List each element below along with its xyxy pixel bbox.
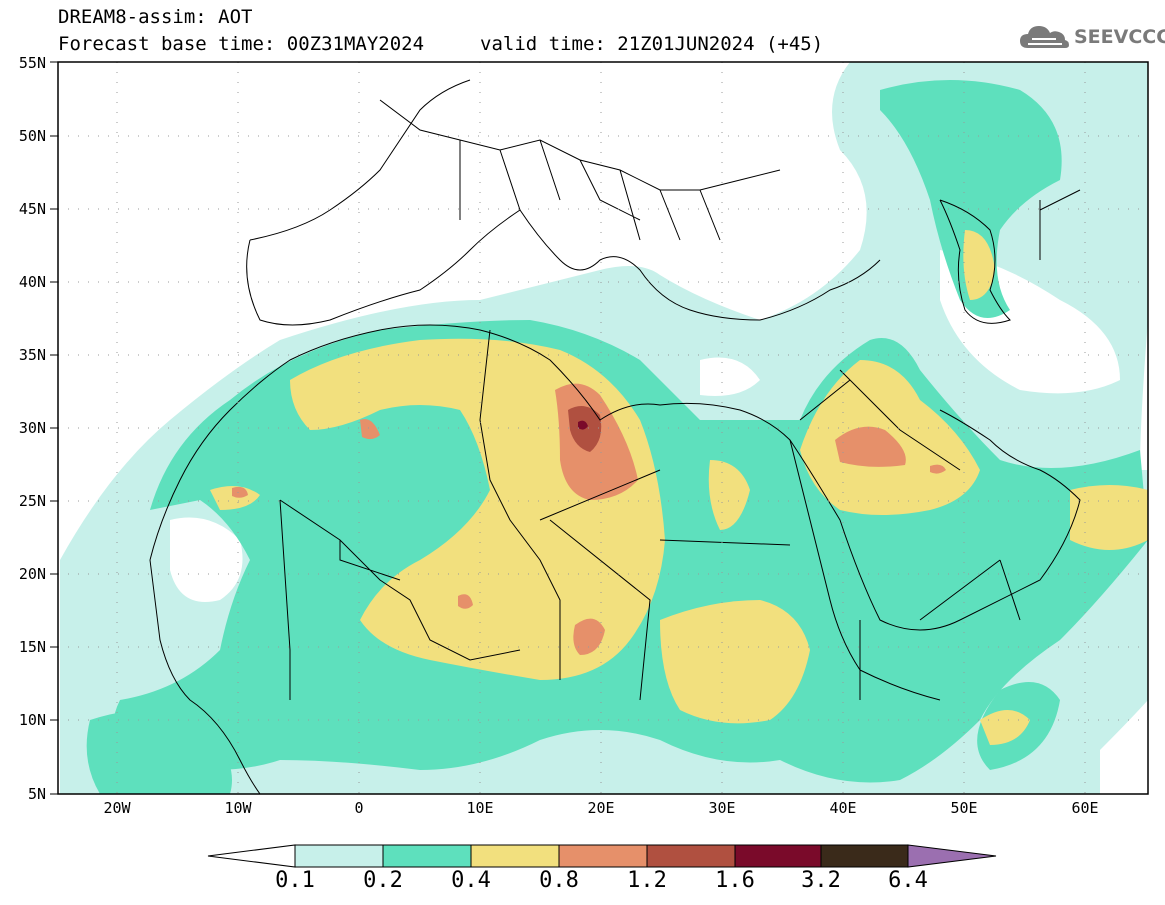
colorbar-high-arrow xyxy=(907,844,997,868)
lat-label: 20N xyxy=(19,565,46,583)
aot-band-0.8 xyxy=(573,618,605,655)
colorbar-swatch xyxy=(470,844,560,868)
aot-band-0.4 xyxy=(980,710,1030,745)
lat-label: 55N xyxy=(19,54,46,72)
lat-label: 10N xyxy=(19,711,46,729)
clear-patch xyxy=(700,357,760,396)
coastline-europe xyxy=(246,79,881,326)
lon-label: 50E xyxy=(950,799,977,817)
aot-band-1.6 xyxy=(578,420,588,430)
lon-label: 20W xyxy=(103,799,131,817)
colorbar-label: 0.2 xyxy=(363,868,403,893)
colorbar-label: 0.8 xyxy=(539,868,579,893)
seevccc-logo: SEEVCCC xyxy=(1018,22,1165,52)
aot-band-0.4 xyxy=(963,230,995,300)
coastline-africa-west xyxy=(149,559,261,794)
lat-label: 25N xyxy=(19,492,46,510)
lat-ticks xyxy=(50,61,58,795)
graticule xyxy=(58,62,1148,794)
border xyxy=(279,329,791,701)
lat-label: 45N xyxy=(19,200,46,218)
colorbar xyxy=(207,844,997,868)
colorbar-swatch xyxy=(646,844,736,868)
aot-band-0.8 xyxy=(360,419,380,440)
colorbar-label: 1.2 xyxy=(627,868,667,893)
aot-band-0.8 xyxy=(458,594,473,609)
aot-band-0.8 xyxy=(232,486,248,498)
lat-label: 5N xyxy=(28,785,46,803)
aot-band-0.8 xyxy=(930,464,946,474)
valid-time: valid time: 21Z01JUN2024 (+45) xyxy=(480,33,824,55)
dust-field xyxy=(60,62,1148,794)
colorbar-swatch xyxy=(820,844,909,868)
lon-label: 20E xyxy=(587,799,614,817)
lon-label: 30E xyxy=(708,799,735,817)
colorbar-swatch xyxy=(294,844,384,868)
border xyxy=(379,99,781,241)
forecast-base-time: Forecast base time: 00Z31MAY2024 xyxy=(58,33,425,55)
colorbar-label: 6.4 xyxy=(888,868,928,893)
aot-band-0.4 xyxy=(1070,485,1148,550)
lat-label: 15N xyxy=(19,638,46,656)
aot-band-0.8 xyxy=(835,426,906,467)
colorbar-swatch xyxy=(382,844,472,868)
colorbar-swatch xyxy=(734,844,822,868)
clear-patch xyxy=(170,517,243,602)
lon-label: 60E xyxy=(1071,799,1098,817)
coastline-arabia xyxy=(789,409,1081,631)
aot-band-0.2 xyxy=(880,80,1062,318)
aot-band-0.4 xyxy=(660,600,810,724)
aot-band-0.2 xyxy=(86,710,233,794)
lon-label: 40E xyxy=(829,799,856,817)
lat-label: 40N xyxy=(19,273,46,291)
coastline-caspian xyxy=(939,199,1011,324)
lat-labels: 55N 50N 45N 40N 35N 30N 25N 20N 15N 10N … xyxy=(19,54,46,803)
lat-label: 35N xyxy=(19,346,46,364)
colorbar-low-arrow xyxy=(207,844,296,868)
lat-label: 30N xyxy=(19,419,46,437)
lon-labels: 20W 10W 0 10E 20E 30E 40E 50E 60E xyxy=(103,799,1098,817)
coastline-africa xyxy=(149,324,941,701)
colorbar-label: 0.1 xyxy=(275,868,315,893)
lon-label: 10W xyxy=(224,799,252,817)
lon-label: 10E xyxy=(466,799,493,817)
border xyxy=(799,189,1081,700)
logo-text: SEEVCCC xyxy=(1074,26,1165,48)
colorbar-label: 0.4 xyxy=(451,868,491,893)
map-title: DREAM8-assim: AOT xyxy=(58,6,253,28)
aot-band-0.4 xyxy=(210,486,260,510)
lon-label: 0 xyxy=(354,799,363,817)
coastlines xyxy=(149,79,1081,794)
colorbar-label: 1.6 xyxy=(715,868,755,893)
colorbar-swatch xyxy=(558,844,648,868)
colorbar-label: 3.2 xyxy=(801,868,841,893)
cloud-icon xyxy=(1020,26,1069,48)
aot-band-0.4 xyxy=(708,460,750,530)
lat-label: 50N xyxy=(19,127,46,145)
